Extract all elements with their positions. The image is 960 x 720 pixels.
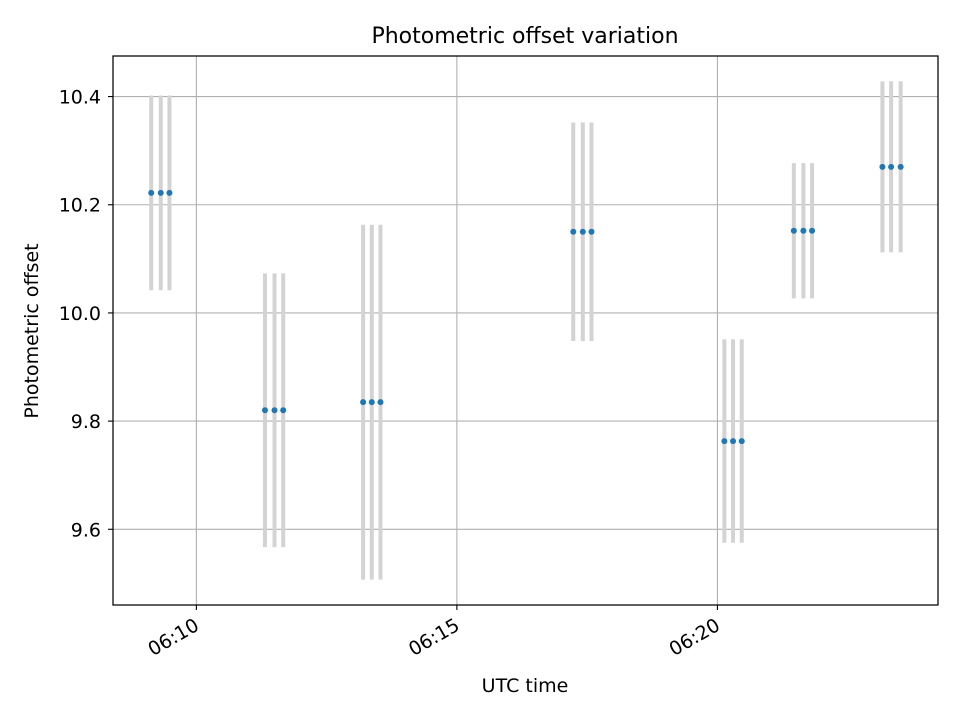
y-tick-label: 9.8 xyxy=(71,411,101,433)
y-axis-label: Photometric offset xyxy=(21,243,43,418)
data-point xyxy=(261,407,268,414)
error-bars xyxy=(149,81,903,580)
data-point xyxy=(157,189,164,196)
plot-area-frame xyxy=(112,55,939,606)
data-point xyxy=(897,163,904,170)
chart-title: Photometric offset variation xyxy=(371,24,678,49)
data-point xyxy=(809,227,816,234)
data-point xyxy=(360,399,367,406)
data-point xyxy=(800,227,807,234)
data-point xyxy=(148,189,155,196)
data-point xyxy=(790,227,797,234)
data-point xyxy=(166,189,173,196)
x-axis-label: UTC time xyxy=(482,675,569,697)
x-tick-label: 06:15 xyxy=(405,614,463,660)
data-point xyxy=(271,407,278,414)
data-point xyxy=(588,228,595,235)
data-point xyxy=(377,399,384,406)
data-point xyxy=(879,163,886,170)
data-points xyxy=(148,163,904,445)
data-point xyxy=(280,407,287,414)
data-point xyxy=(738,438,745,445)
data-point xyxy=(368,399,375,406)
y-tick-label: 10.4 xyxy=(59,87,101,109)
data-point xyxy=(721,438,728,445)
grid-lines xyxy=(113,56,938,605)
x-tick-label: 06:20 xyxy=(665,614,723,660)
y-tick-label: 9.6 xyxy=(71,519,101,541)
data-point xyxy=(888,163,895,170)
data-point xyxy=(570,228,577,235)
data-point xyxy=(579,228,586,235)
x-tick-label: 06:10 xyxy=(144,614,202,660)
data-point xyxy=(730,438,737,445)
y-tick-label: 10.0 xyxy=(59,303,101,325)
axis-ticks: 06:10 06:15 06:20 9.6 9.8 10.0 10.2 10.4 xyxy=(59,87,724,661)
y-tick-label: 10.2 xyxy=(59,195,101,217)
